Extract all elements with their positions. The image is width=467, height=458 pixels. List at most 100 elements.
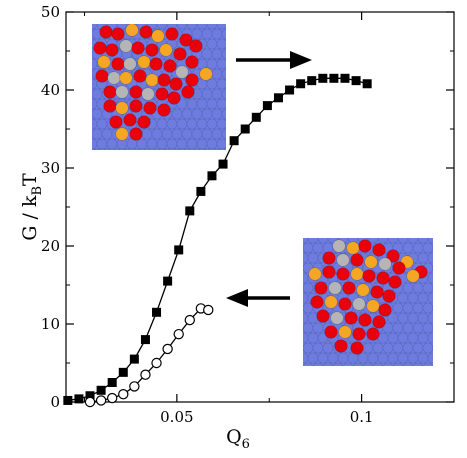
- blue-particle: [227, 99, 237, 109]
- blue-particle: [196, 98, 208, 110]
- blue-particle: [211, 88, 223, 100]
- blue-particle: [221, 128, 226, 140]
- cluster-particle: [310, 295, 324, 309]
- cluster-particle: [139, 25, 153, 39]
- blue-particle: [92, 138, 98, 150]
- blue-particle: [166, 138, 178, 150]
- blue-particle: [161, 128, 173, 140]
- cluster-particle: [336, 253, 350, 267]
- blue-particle: [146, 138, 158, 150]
- blue-particle: [387, 332, 399, 344]
- blue-particle: [211, 108, 223, 120]
- series-0-point: [318, 73, 328, 83]
- cluster-particle: [131, 41, 145, 55]
- blue-particle: [303, 252, 309, 264]
- blue-particle: [432, 325, 433, 331]
- y-axis-label: G / kBT: [19, 173, 45, 241]
- blue-particle: [372, 342, 384, 354]
- cluster-particle: [123, 113, 137, 127]
- cluster-particle: [159, 43, 173, 57]
- series-0-point: [196, 186, 206, 196]
- cluster-particle: [322, 265, 336, 279]
- cluster-particle: [358, 239, 372, 253]
- blue-particle: [92, 128, 103, 140]
- blue-particle: [402, 242, 414, 254]
- cluster-particle: [173, 47, 187, 61]
- cluster-particle: [316, 309, 330, 323]
- blue-particle: [427, 272, 433, 284]
- series-0-point: [174, 245, 184, 255]
- blue-particle: [303, 282, 314, 294]
- blue-particle: [427, 312, 433, 324]
- arrow-right-icon: [236, 51, 312, 69]
- y-axis-label-sub: B: [30, 186, 45, 196]
- series-0-point: [229, 136, 239, 146]
- cluster-particle: [370, 285, 384, 299]
- blue-particle: [232, 69, 242, 79]
- blue-particle: [317, 352, 329, 364]
- blue-particle: [232, 89, 242, 99]
- blue-particle: [432, 285, 433, 291]
- blue-particle: [402, 362, 414, 366]
- blue-particle: [216, 24, 226, 30]
- cluster-particle: [330, 311, 344, 325]
- blue-particle: [412, 342, 424, 354]
- cluster-particle: [151, 29, 165, 43]
- cluster-particle: [366, 299, 380, 313]
- blue-particle: [397, 332, 409, 344]
- blue-particle: [407, 292, 419, 304]
- series-0-line: [67, 77, 368, 402]
- blue-particle: [402, 302, 414, 314]
- blue-particle: [171, 128, 183, 140]
- blue-particle: [427, 292, 433, 304]
- y-tick-label: 20: [41, 237, 60, 255]
- blue-particle: [216, 118, 226, 130]
- blue-particle: [372, 362, 384, 366]
- series-1-point: [184, 314, 195, 326]
- blue-particle: [407, 332, 419, 344]
- series-markers: [63, 73, 372, 408]
- cluster-particle: [133, 69, 147, 83]
- blue-particle: [186, 138, 198, 150]
- cluster-particle: [107, 71, 121, 85]
- blue-particle: [106, 138, 118, 150]
- cluster-particle: [406, 269, 420, 283]
- series-0-point: [218, 159, 228, 169]
- blue-particle: [402, 282, 414, 294]
- blue-particle: [92, 88, 103, 100]
- blue-particle: [392, 342, 404, 354]
- cluster-particle: [167, 91, 181, 105]
- blue-particle: [387, 238, 399, 244]
- x-axis-label-sub: 6: [242, 437, 250, 452]
- blue-particle: [92, 98, 98, 110]
- blue-particle: [392, 302, 404, 314]
- blue-particle: [307, 332, 319, 344]
- blue-particle: [307, 252, 319, 264]
- blue-particle: [417, 292, 429, 304]
- blue-particle: [92, 118, 98, 130]
- blue-particle: [392, 362, 404, 366]
- blue-particle: [206, 58, 218, 70]
- blue-particle: [96, 138, 108, 150]
- x-axis-label: Q6: [226, 426, 250, 452]
- blue-particle: [382, 342, 394, 354]
- blue-particle: [303, 322, 314, 334]
- blue-particle: [407, 352, 419, 364]
- series-0-point: [351, 76, 361, 86]
- cluster-particle: [352, 327, 366, 341]
- blue-particle: [211, 28, 223, 40]
- cluster-particle: [352, 297, 366, 311]
- blue-particle: [427, 352, 433, 364]
- blue-particle: [427, 252, 433, 264]
- cluster-particle: [115, 85, 129, 99]
- series-0-point: [296, 79, 306, 89]
- blue-particle: [166, 118, 178, 130]
- blue-particle: [156, 118, 168, 130]
- cluster-particle: [372, 243, 386, 257]
- blue-particle: [432, 245, 433, 251]
- cluster-particle: [324, 295, 338, 309]
- blue-particle: [303, 362, 314, 366]
- blue-particle: [206, 98, 218, 110]
- blue-particle: [176, 138, 188, 150]
- cluster-particle: [119, 39, 133, 53]
